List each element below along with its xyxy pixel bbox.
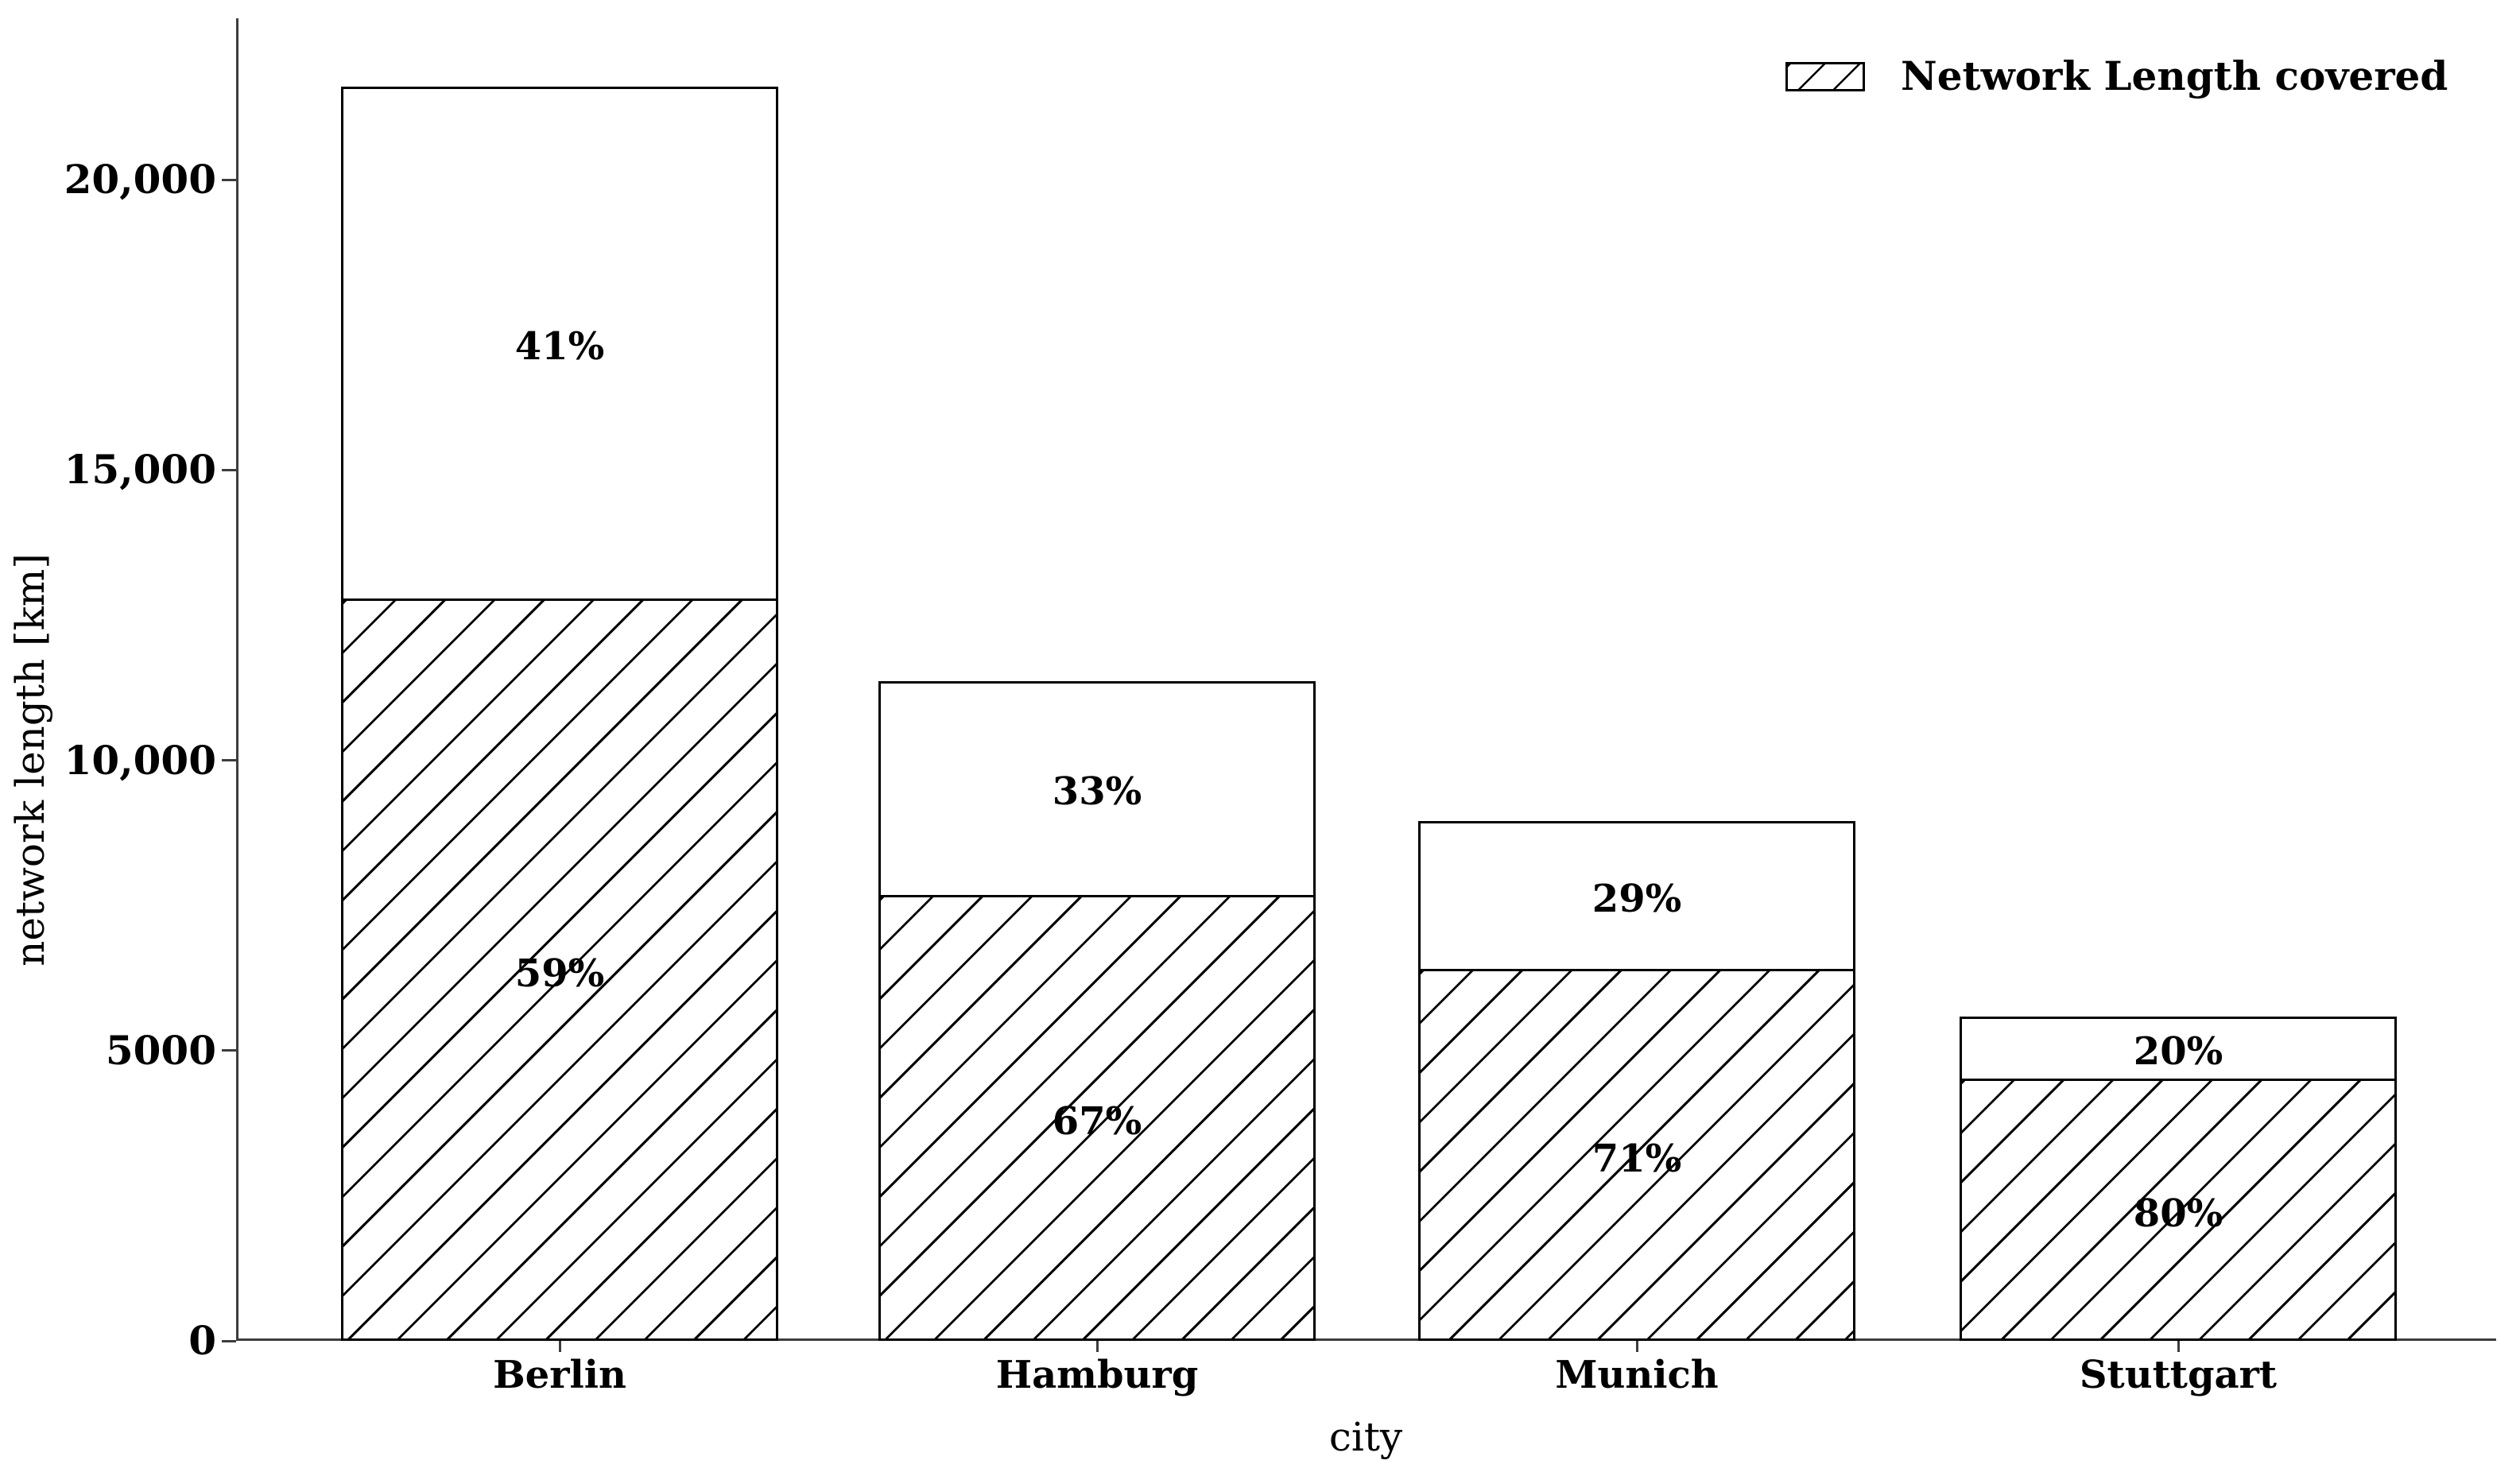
x-tick-label-munich: Munich <box>1555 1353 1719 1397</box>
y-axis-line <box>236 18 238 1341</box>
x-tick-berlin <box>558 1341 561 1352</box>
plot-area: 41% 59% 33% 67% 29% 71% 20% 80% <box>236 18 2496 1341</box>
y-tick-5000 <box>222 1049 236 1052</box>
x-tick-label-berlin: Berlin <box>493 1353 626 1397</box>
bar-hamburg-uncovered-label: 33% <box>1052 769 1142 814</box>
bar-munich-uncovered-label: 29% <box>1591 876 1682 921</box>
bar-munich-covered-label: 71% <box>1591 1136 1682 1181</box>
bar-munich-covered-segment <box>1421 969 1853 1338</box>
y-tick-label-5000: 5000 <box>105 1026 216 1074</box>
y-tick-0 <box>222 1339 236 1342</box>
y-tick-15000 <box>222 468 236 471</box>
legend-label: Network Length covered <box>1901 52 2448 99</box>
bar-berlin-covered-label: 59% <box>514 951 605 996</box>
bar-stuttgart-covered-label: 80% <box>2133 1191 2223 1236</box>
y-tick-label-20000: 20,000 <box>64 156 216 203</box>
x-tick-label-stuttgart: Stuttgart <box>2079 1353 2278 1397</box>
x-axis-title: city <box>1328 1414 1403 1460</box>
y-tick-label-10000: 10,000 <box>64 736 216 784</box>
y-tick-20000 <box>222 178 236 181</box>
bar-stuttgart-covered-segment <box>1962 1079 2394 1338</box>
y-tick-label-0: 0 <box>188 1317 216 1364</box>
bar-berlin-uncovered-label: 41% <box>514 323 605 369</box>
bar-stuttgart-uncovered-label: 20% <box>2133 1028 2223 1074</box>
y-axis-title: network length [km] <box>7 553 53 966</box>
y-tick-10000 <box>222 759 236 761</box>
x-tick-munich <box>1635 1341 1638 1352</box>
bar-hamburg-covered-label: 67% <box>1052 1099 1142 1144</box>
y-tick-label-15000: 15,000 <box>64 446 216 494</box>
x-axis-line <box>236 1338 2496 1341</box>
x-tick-hamburg <box>1095 1341 1099 1352</box>
legend: Network Length covered <box>1785 56 2448 97</box>
bar-munich: 29% 71% <box>1418 821 1855 1341</box>
bar-berlin: 41% 59% <box>341 87 778 1341</box>
x-tick-label-hamburg: Hamburg <box>995 1353 1199 1397</box>
bar-stuttgart: 20% 80% <box>1960 1017 2397 1341</box>
bar-hamburg-covered-segment <box>881 895 1313 1338</box>
bar-hamburg: 33% 67% <box>878 681 1316 1341</box>
bar-berlin-covered-segment <box>343 598 776 1338</box>
x-tick-stuttgart <box>2177 1341 2180 1352</box>
legend-hatch-swatch-icon <box>1785 61 1865 91</box>
